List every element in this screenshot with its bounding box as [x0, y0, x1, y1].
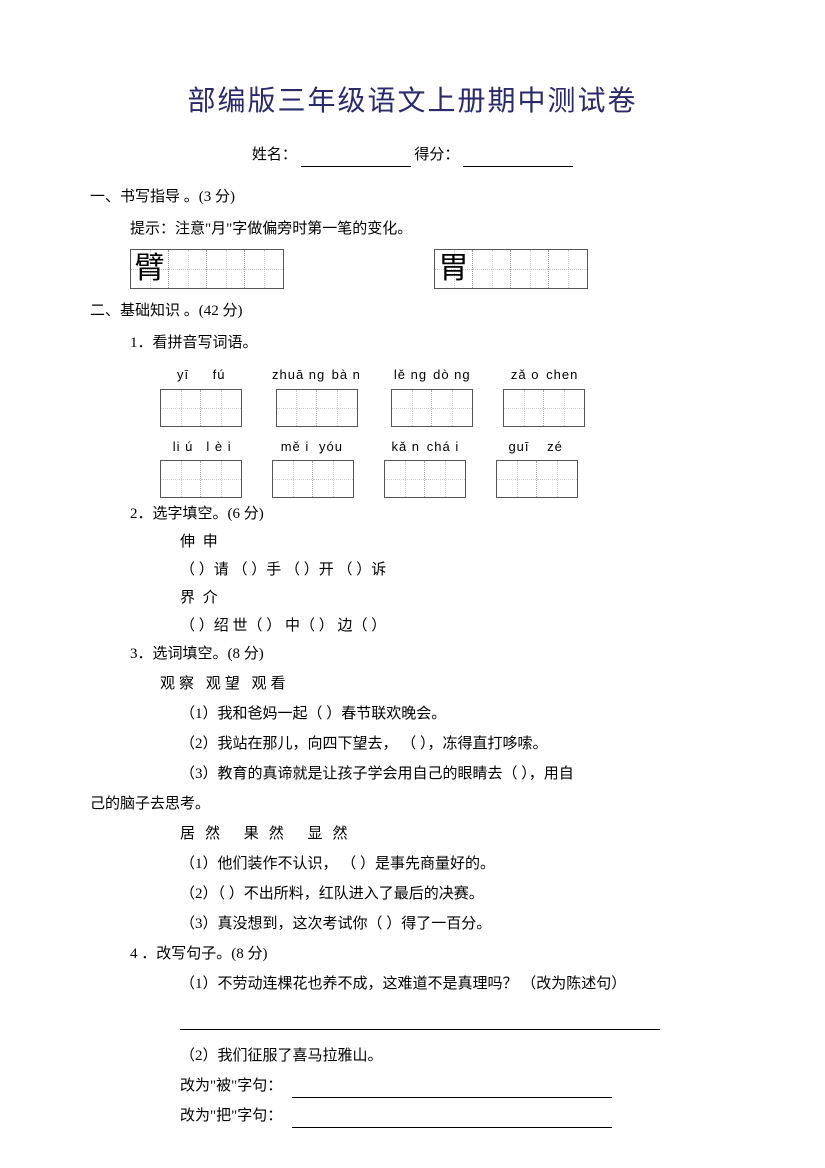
q4-ba-label: 改为"把"字句：: [180, 1104, 282, 1128]
pinyin: bà n: [331, 365, 361, 386]
section-1-hint: 提示：注意"月"字做偏旁时第一笔的变化。: [130, 217, 735, 241]
q3-g1-1: （1）我和爸妈一起（ ）春节联欢晚会。: [180, 702, 735, 726]
answer-grid[interactable]: [496, 460, 578, 498]
pinyin: zǎ o: [510, 365, 540, 386]
pinyin: yóu: [316, 437, 346, 458]
pinyin: kǎ n: [391, 437, 421, 458]
pinyin-item: lě ng dò ng: [391, 365, 473, 427]
answer-grid[interactable]: [160, 460, 242, 498]
q2-line2: （ ）绍 世（ ） 中（ ） 边（ ）: [180, 614, 735, 638]
answer-grid[interactable]: [272, 460, 354, 498]
char-2: 胃: [439, 245, 469, 293]
q3-label: 3．选词填空。(8 分): [130, 642, 735, 666]
section-2-head: 二、基础知识 。(42 分): [90, 299, 735, 323]
q3-g1-3a: （3）教育的真谛就是让孩子学会用自己的眼睛去（ ），用自: [180, 762, 735, 786]
page-title: 部编版三年级语文上册期中测试卷: [90, 80, 735, 125]
q4-2: （2）我们征服了喜马拉雅山。: [180, 1044, 735, 1068]
q3-g1-3b: 己的脑子去思考。: [90, 792, 735, 816]
pinyin: zhuā ng: [272, 365, 325, 386]
pinyin: lě ng: [394, 365, 427, 386]
char-1: 臂: [135, 245, 165, 293]
pinyin-item: zǎ o chen: [503, 365, 585, 427]
pinyin: yī: [168, 365, 198, 386]
q3-g1-2: （2）我站在那儿，向四下望去， （ ），冻得直打哆嗦。: [180, 732, 735, 756]
pinyin: fú: [204, 365, 234, 386]
answer-grid[interactable]: [384, 460, 466, 498]
pinyin-item: li ú l è i: [160, 437, 242, 499]
answer-grid[interactable]: [503, 389, 585, 427]
char-grid-2[interactable]: 胃: [434, 249, 588, 289]
q3-g2-3: （3）真没想到，这次考试你（ ）得了一百分。: [180, 912, 735, 936]
pinyin: li ú: [168, 437, 198, 458]
pinyin-row-2: li ú l è i mě i yóu kǎ n chá i guīzé: [160, 437, 735, 499]
score-label: 得分：: [414, 147, 459, 163]
q4-1-answer-line[interactable]: [180, 1012, 660, 1030]
q4-ba-line[interactable]: [292, 1110, 612, 1128]
q2-pair2: 界 介: [180, 586, 735, 610]
pinyin: chá i: [427, 437, 459, 458]
pinyin: dò ng: [433, 365, 471, 386]
pinyin-row-1: yīfú zhuā ng bà n lě ng dò ng zǎ o chen: [160, 365, 735, 427]
q3-group2: 居然 果然 显然: [180, 822, 735, 846]
q4-bei-label: 改为"被"字句：: [180, 1074, 282, 1098]
pinyin: zé: [540, 437, 570, 458]
answer-grid[interactable]: [160, 389, 242, 427]
q2-line1: （ ）请 （ ）手 （ ）开 （ ）诉: [180, 558, 735, 582]
pinyin-item: zhuā ng bà n: [272, 365, 361, 427]
char-grid-1[interactable]: 臂: [130, 249, 284, 289]
answer-grid[interactable]: [276, 389, 358, 427]
name-label: 姓名：: [252, 147, 297, 163]
q3-g2-1: （1）他们装作不认识， （ ）是事先商量好的。: [180, 852, 735, 876]
writing-grids: 臂 胃: [130, 249, 735, 289]
score-input-line[interactable]: [463, 149, 573, 167]
q2-label: 2．选字填空。(6 分): [130, 502, 735, 526]
header-line: 姓名： 得分：: [90, 143, 735, 167]
pinyin: mě i: [280, 437, 310, 458]
answer-grid[interactable]: [391, 389, 473, 427]
pinyin: l è i: [204, 437, 234, 458]
section-1-head: 一、书写指导 。(3 分): [90, 185, 735, 209]
name-input-line[interactable]: [301, 149, 411, 167]
pinyin-item: mě i yóu: [272, 437, 354, 499]
q4-label: 4 ．改写句子。(8 分): [130, 942, 735, 966]
q4-1: （1）不劳动连棵花也养不成，这难道不是真理吗？ （改为陈述句）: [180, 972, 735, 996]
q4-bei-line[interactable]: [292, 1080, 612, 1098]
q3-group1: 观察 观望 观看: [160, 672, 735, 696]
pinyin: chen: [546, 365, 578, 386]
pinyin: guī: [504, 437, 534, 458]
pinyin-item: kǎ n chá i: [384, 437, 466, 499]
q3-g2-2: （2）（ ）不出所料，红队进入了最后的决赛。: [180, 882, 735, 906]
q2-pair1: 伸 申: [180, 530, 735, 554]
pinyin-item: guīzé: [496, 437, 578, 499]
q1-label: 1．看拼音写词语。: [130, 331, 735, 355]
pinyin-item: yīfú: [160, 365, 242, 427]
